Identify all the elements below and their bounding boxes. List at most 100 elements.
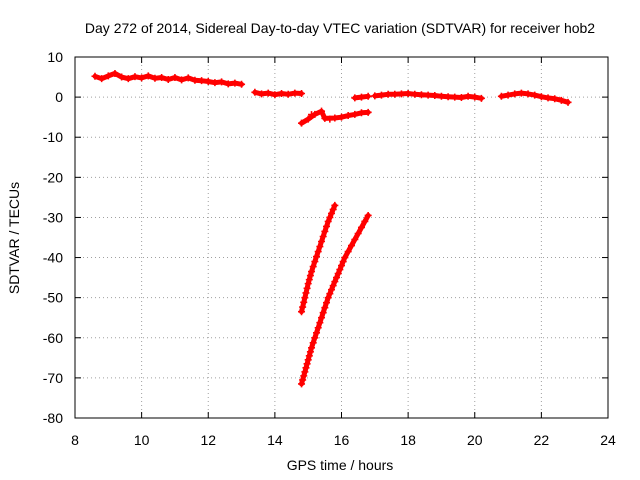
data-point (178, 76, 186, 84)
y-tick-label: -20 (43, 169, 63, 185)
x-tick-label: 16 (334, 432, 350, 448)
data-point (158, 73, 166, 81)
data-point (291, 89, 299, 97)
data-point (557, 96, 565, 104)
data-point (338, 113, 345, 121)
data-point (316, 319, 324, 327)
data-point (319, 309, 327, 317)
data-point (298, 380, 306, 388)
data-point (351, 236, 359, 244)
data-point (424, 91, 432, 99)
data-point (331, 278, 339, 286)
data-point (218, 78, 226, 86)
data-point (321, 227, 329, 235)
data-point (361, 217, 369, 225)
data-point (471, 93, 479, 101)
data-point (477, 94, 485, 102)
data-point (171, 73, 179, 81)
series-8 (298, 211, 372, 388)
axis-ticks: 8 10 12 14 16 18 20 22 24 10 0 -10 -20 -30 -40 -50 -60 -7… (43, 49, 616, 448)
data-point (284, 90, 292, 98)
data-point (329, 205, 337, 213)
data-point (311, 334, 319, 342)
data-point (324, 217, 332, 225)
data-point (347, 242, 355, 250)
series-3 (298, 107, 372, 127)
x-tick-label: 10 (134, 432, 150, 448)
data-point (357, 109, 365, 117)
data-point (326, 213, 334, 221)
data-point (299, 303, 307, 311)
data-point (298, 119, 306, 127)
data-point (309, 263, 317, 271)
data-point (384, 90, 392, 98)
data-point (144, 72, 152, 80)
data-point (238, 80, 246, 88)
data-point (341, 254, 349, 262)
y-tick-label: -10 (43, 129, 63, 145)
data-marks (91, 69, 572, 388)
data-point (306, 272, 314, 280)
y-tick-label: -60 (43, 330, 63, 346)
data-point (299, 376, 307, 384)
data-point (437, 92, 445, 100)
data-point (309, 339, 317, 347)
data-point (98, 75, 106, 83)
series-7 (298, 201, 339, 316)
data-point (308, 344, 316, 352)
data-point (104, 72, 112, 80)
data-point (324, 294, 332, 302)
x-axis-title: GPS time / hours (287, 457, 394, 473)
data-point (278, 90, 286, 98)
x-tick-label: 18 (400, 432, 416, 448)
data-point (151, 74, 159, 82)
data-point (111, 69, 119, 77)
data-point (191, 76, 199, 84)
data-point (318, 238, 326, 246)
data-point (231, 79, 239, 87)
data-point (464, 92, 472, 100)
series-2 (251, 88, 306, 99)
data-point (336, 266, 344, 274)
data-point (457, 94, 465, 102)
data-point (364, 108, 372, 116)
data-point (391, 90, 399, 98)
data-point (304, 115, 312, 123)
data-point (184, 74, 192, 82)
data-point (311, 258, 319, 266)
data-point (204, 77, 212, 85)
data-point (304, 356, 312, 364)
x-tick-label: 12 (200, 432, 216, 448)
x-tick-label: 8 (71, 432, 79, 448)
data-point (311, 110, 319, 118)
data-point (271, 91, 279, 99)
data-point (211, 79, 219, 87)
data-point (344, 112, 352, 120)
data-point (302, 364, 310, 372)
y-axis-title: SDTVAR / TECUs (6, 182, 22, 294)
data-point (451, 93, 459, 101)
data-point (323, 222, 331, 230)
data-point (318, 107, 326, 115)
y-tick-label: -70 (43, 370, 63, 386)
data-point (351, 94, 359, 102)
data-point (300, 298, 308, 306)
data-point (328, 286, 336, 294)
data-point (517, 89, 525, 97)
data-point (131, 73, 139, 81)
data-point (314, 248, 322, 256)
data-point (364, 211, 372, 219)
series-6 (497, 89, 572, 106)
data-point (305, 352, 313, 360)
data-point (377, 91, 385, 99)
data-point (251, 88, 259, 96)
data-point (404, 90, 412, 98)
y-tick-label: -30 (43, 209, 63, 225)
chart-title: Day 272 of 2014, Sidereal Day-to-day VTE… (85, 20, 595, 36)
data-point (321, 304, 329, 312)
data-point (551, 95, 559, 103)
data-point (411, 90, 419, 98)
series-trace (299, 212, 371, 387)
data-point (331, 114, 339, 122)
